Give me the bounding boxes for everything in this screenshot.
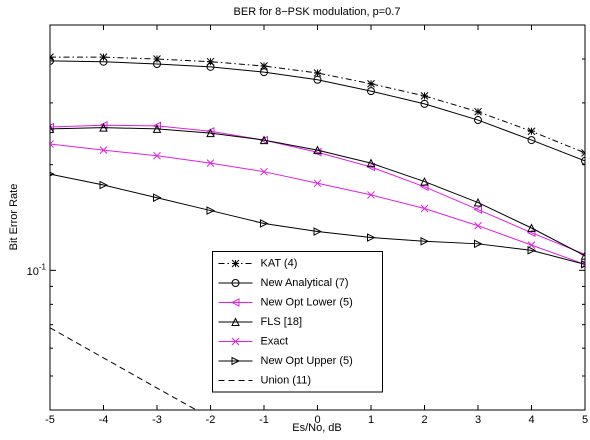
point-marker bbox=[260, 62, 268, 70]
point-marker bbox=[420, 204, 429, 213]
point-marker bbox=[367, 191, 375, 199]
point-marker bbox=[259, 135, 268, 145]
point-marker bbox=[259, 135, 269, 145]
point-marker bbox=[313, 179, 322, 188]
point-marker bbox=[153, 55, 161, 63]
point-marker bbox=[50, 124, 55, 133]
x-tick-label: -3 bbox=[152, 414, 162, 426]
series-line bbox=[50, 127, 585, 257]
point-marker bbox=[313, 145, 322, 155]
x-tick-label: 4 bbox=[528, 414, 534, 426]
x-tick-label: -1 bbox=[259, 414, 269, 426]
point-marker bbox=[50, 56, 55, 65]
x-tick-label: 1 bbox=[368, 414, 374, 426]
legend-label: New Analytical (7) bbox=[261, 277, 349, 289]
point-marker bbox=[367, 79, 375, 88]
point-marker bbox=[206, 159, 215, 168]
point-marker bbox=[527, 246, 537, 255]
legend-label: KAT (4) bbox=[261, 257, 298, 269]
x-axis-label: Es/No, dB bbox=[292, 422, 342, 434]
series-line bbox=[50, 124, 585, 255]
legend-marker bbox=[231, 259, 240, 268]
x-tick-label: -2 bbox=[206, 414, 216, 426]
point-marker bbox=[473, 197, 483, 207]
point-marker bbox=[420, 99, 429, 108]
point-marker bbox=[99, 180, 109, 190]
point-marker bbox=[580, 251, 585, 260]
point-marker bbox=[152, 121, 161, 131]
point-marker bbox=[313, 69, 322, 77]
point-marker bbox=[313, 75, 322, 84]
y-axis-label: Bit Error Rate bbox=[8, 184, 20, 251]
series-line bbox=[50, 173, 585, 265]
point-marker bbox=[581, 156, 585, 165]
legend-label: New Opt Upper (5) bbox=[261, 355, 353, 367]
legend-marker bbox=[231, 337, 240, 346]
point-marker bbox=[366, 158, 376, 168]
point-marker bbox=[260, 68, 269, 77]
point-marker bbox=[527, 127, 536, 136]
point-marker bbox=[153, 193, 162, 203]
x-tick-label: 0 bbox=[314, 414, 320, 426]
point-marker bbox=[152, 124, 162, 133]
point-marker bbox=[99, 123, 108, 132]
legend-label: Exact bbox=[261, 335, 289, 347]
point-marker bbox=[527, 136, 536, 145]
point-marker bbox=[313, 227, 323, 236]
series-line bbox=[50, 327, 198, 410]
legend-marker bbox=[230, 298, 240, 307]
x-tick-label: -5 bbox=[45, 414, 55, 426]
point-marker bbox=[527, 223, 536, 233]
legend-label: New Opt Lower (5) bbox=[261, 296, 353, 308]
x-tick-label: 5 bbox=[582, 414, 588, 426]
point-marker bbox=[581, 260, 585, 269]
x-tick-label: 2 bbox=[421, 414, 427, 426]
point-marker bbox=[473, 205, 482, 214]
point-marker bbox=[50, 122, 54, 132]
point-marker bbox=[206, 62, 215, 71]
y-tick-label: 10-1 bbox=[27, 262, 47, 278]
x-tick-label: -4 bbox=[99, 414, 109, 426]
legend-marker bbox=[231, 317, 240, 326]
point-marker bbox=[581, 260, 585, 269]
point-marker bbox=[420, 92, 429, 100]
point-marker bbox=[260, 167, 268, 176]
series-line bbox=[50, 60, 585, 162]
point-marker bbox=[153, 60, 162, 69]
x-tick-label: 3 bbox=[475, 414, 481, 426]
point-marker bbox=[420, 236, 430, 246]
point-marker bbox=[474, 221, 482, 230]
legend-marker bbox=[231, 356, 241, 366]
point-marker bbox=[367, 233, 376, 242]
point-marker bbox=[474, 107, 482, 116]
point-marker bbox=[206, 57, 215, 66]
point-marker bbox=[206, 128, 215, 138]
point-marker bbox=[474, 239, 483, 249]
point-marker bbox=[260, 219, 269, 228]
point-marker bbox=[50, 140, 54, 148]
point-marker bbox=[99, 53, 108, 61]
point-marker bbox=[367, 87, 376, 96]
point-marker bbox=[99, 146, 108, 154]
point-marker bbox=[99, 57, 108, 66]
legend-label: FLS [18] bbox=[261, 316, 303, 328]
point-marker bbox=[206, 206, 216, 215]
point-marker bbox=[581, 149, 585, 157]
point-marker bbox=[153, 151, 161, 160]
point-marker bbox=[474, 116, 483, 125]
chart-title: BER for 8−PSK modulation, p=0.7 bbox=[234, 6, 401, 18]
point-marker bbox=[420, 176, 429, 186]
legend-label: Union (11) bbox=[261, 374, 312, 386]
point-marker bbox=[526, 228, 536, 238]
plot-layer bbox=[50, 53, 585, 410]
legend-marker bbox=[231, 279, 240, 287]
